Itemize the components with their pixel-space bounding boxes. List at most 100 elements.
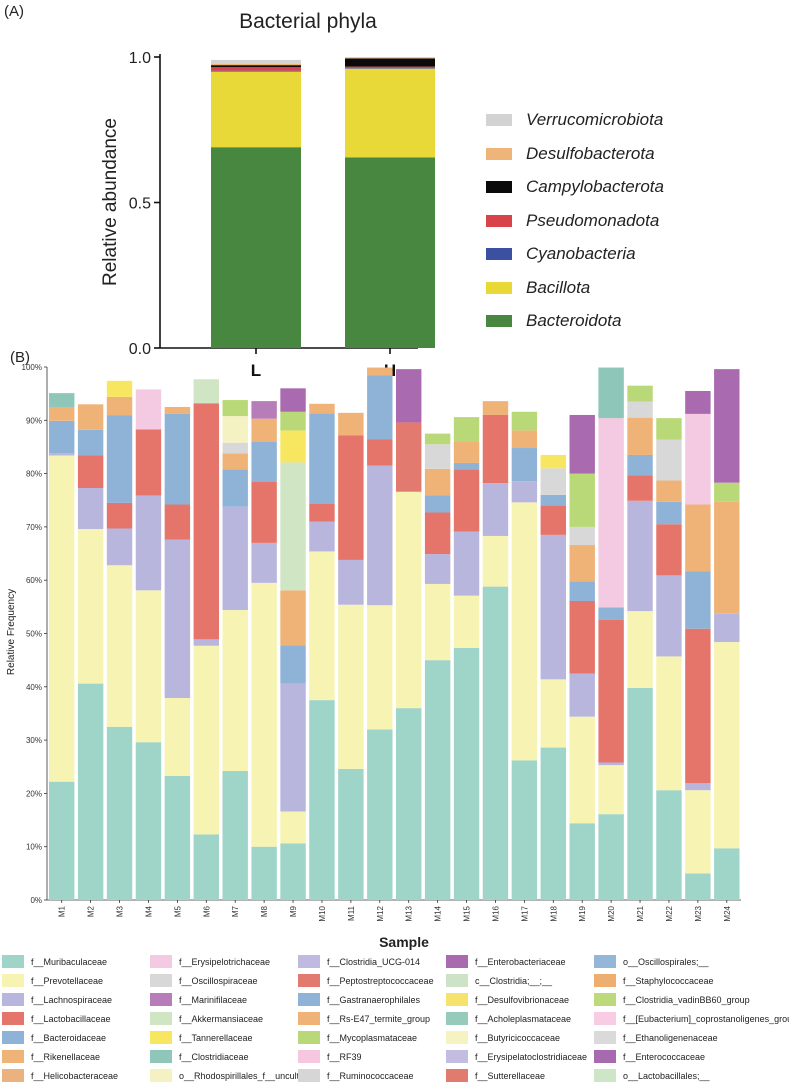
chart-b-bar-m3-f-lachnospiraceae	[106, 528, 133, 566]
legend-swatch	[446, 1069, 468, 1082]
chart-b-bar-m19-f-mycoplasmataceae	[569, 473, 595, 527]
chart-b-bar-m2-f-lachnospiraceae	[77, 487, 104, 530]
legend-label: f__Staphylococcaceae	[623, 975, 714, 986]
legend-label: f__[Eubacterium]_coprostanoligenes_group	[623, 1013, 789, 1024]
chart-b-bar-m3-f-prevotellaceae	[106, 565, 133, 727]
chart-b-bar-m10-f-muribaculaceae	[309, 700, 335, 900]
legend-swatch	[150, 974, 172, 987]
chart-b-legend-item: f__Enterobacteriaceae	[446, 955, 566, 968]
chart-b-legend-item: f__Sutterellaceae	[446, 1069, 545, 1082]
chart-b-bar-m5-f-muribaculaceae	[164, 775, 191, 900]
legend-swatch	[298, 1050, 320, 1063]
chart-b-bar-m19-f-lachnospiraceae	[569, 673, 595, 717]
chart-b-bar-m22-f-prevotellaceae	[656, 656, 682, 791]
chart-b-bar-m17-f-lachnospiraceae	[511, 481, 538, 503]
legend-label: f__Ruminococcaceae	[327, 1070, 414, 1081]
legend-label: Desulfobacterota	[526, 143, 655, 163]
chart-b-bar-m7-f-mycoplasmataceae	[222, 400, 248, 417]
chart-b-bar-m1-f-prevotellaceae	[49, 455, 75, 782]
chart-b-bar-m2-f-prevotellaceae	[77, 529, 104, 684]
chart-a-bar-h-desulfobacterota	[345, 57, 435, 59]
legend-swatch	[594, 1050, 616, 1063]
chart-b-legend-item: f__Ethanoligenenaceae	[594, 1031, 718, 1044]
chart-b-bar-m7-f-muribaculaceae	[222, 771, 248, 900]
chart-b-bar-m7-f-prevotellaceae	[222, 610, 248, 772]
chart-b-bar-m5-f-lachnospiraceae	[164, 539, 191, 698]
chart-b-xlabel: Sample	[379, 934, 429, 950]
legend-label: Cyanobacteria	[526, 244, 636, 263]
chart-b-bar-m18-f-muribaculaceae	[540, 747, 566, 900]
chart-b-bar-m19-f-oscillospiraceae	[569, 526, 595, 546]
legend-label: f__RF39	[327, 1051, 362, 1062]
chart-b-bar-m1-f-clostridiaceae	[49, 393, 75, 407]
chart-b-legend-item: f__Desulfovibrionaceae	[446, 993, 569, 1006]
chart-b-bar-m12-f-muribaculaceae	[367, 729, 393, 900]
legend-label: f__Helicobacteraceae	[31, 1070, 119, 1081]
chart-b-xtick-label: M12	[376, 905, 385, 921]
chart-b-bar-m12-f-lachnospiraceae	[367, 465, 393, 606]
legend-swatch	[298, 1012, 320, 1025]
chart-b-bar-m8-f-lachnospiraceae	[251, 542, 277, 583]
chart-b-bar-m2-f-bacteroidaceae	[77, 429, 104, 456]
chart-b-ytick-label: 0%	[30, 896, 42, 905]
chart-b-bar-m13-f-peptostreptococcaceae	[396, 422, 422, 492]
legend-swatch	[446, 993, 468, 1006]
chart-b-xtick-label: M23	[694, 905, 703, 921]
chart-b-legend-item: f__Butyricicoccaceae	[446, 1031, 560, 1044]
chart-b-bar-m15-f-lactobacillaceae	[453, 469, 480, 532]
legend-swatch	[298, 974, 320, 987]
chart-b-xtick-label: M22	[665, 905, 674, 921]
chart-a-title: Bacterial phyla	[239, 10, 377, 33]
chart-b-bar-m5-f-bacteroidaceae	[164, 413, 191, 505]
panel-a-label: (A)	[4, 3, 24, 20]
chart-b-bar-m21-f-muribaculaceae	[627, 687, 653, 900]
chart-b-bar-m10-f-bacteroidaceae	[309, 413, 335, 504]
legend-label: f__Lactobacillaceae	[31, 1013, 111, 1024]
chart-b-legend-item: f__Helicobacteraceae	[2, 1069, 118, 1082]
legend-swatch	[486, 248, 512, 260]
legend-swatch	[150, 1031, 172, 1044]
legend-swatch	[594, 955, 616, 968]
chart-b-bar-m22-f-lachnospiraceae	[656, 575, 682, 657]
chart-a-bar-l-desulfobacterota	[211, 63, 301, 66]
chart-b-xtick-label: M10	[318, 905, 327, 921]
chart-b-legend-item: f__Marinifilaceae	[150, 993, 247, 1006]
legend-swatch	[594, 1031, 616, 1044]
chart-a-ylabel: Relative abundance	[100, 118, 121, 286]
chart-b-legend-item: o__Oscillospirales;__	[594, 955, 709, 968]
chart-b-bar-m11-f-prevotellaceae	[338, 604, 364, 769]
chart-b-bar-m19-f-lactobacillaceae	[569, 600, 595, 674]
legend-swatch	[150, 955, 172, 968]
chart-b-legend-item: c__Clostridia;__;__	[446, 974, 552, 987]
chart-a-bar-l-cyanobacteria	[211, 70, 301, 72]
legend-swatch	[486, 315, 512, 327]
chart-b-xtick-label: M14	[434, 905, 443, 921]
legend-label: Campylobacterota	[526, 177, 664, 196]
chart-b-bar-m4-f-muribaculaceae	[135, 742, 162, 900]
chart-b-legend-item: f__Lactobacillaceae	[2, 1012, 111, 1025]
legend-label: f__Tannerellaceae	[179, 1032, 253, 1043]
chart-b-bar-m21-f-rikenellaceae	[627, 417, 653, 455]
chart-b-xtick-label: M20	[607, 905, 616, 921]
chart-a-bar-l-verrucomicrobiota	[211, 59, 301, 64]
chart-b-legend-item: o__Rhodospirillales_f__uncultured	[150, 1069, 317, 1082]
chart-b-legend-item: f__Oscillospiraceae	[150, 974, 258, 987]
chart-a-ytick-label: 0.5	[129, 196, 151, 213]
chart-b-bar-m9-f-bacteroidaceae	[280, 645, 306, 684]
chart-b-xtick-label: M16	[491, 905, 500, 921]
legend-swatch	[486, 281, 512, 294]
legend-swatch	[150, 1069, 172, 1082]
chart-b-xtick-label: M7	[231, 905, 240, 917]
chart-a-legend-item: Verrucomicrobiota	[486, 110, 663, 130]
chart-b-xtick-label: M11	[347, 905, 356, 921]
chart-b-xtick-label: M3	[116, 905, 125, 917]
chart-b-bar-m16-f-rikenellaceae	[482, 401, 509, 415]
chart-b-bar-m15-f-muribaculaceae	[453, 647, 480, 900]
chart-b-legend-item: f__RF39	[298, 1050, 362, 1063]
chart-b-bar-m7-f-lachnospiraceae	[222, 506, 248, 611]
chart-b-bar-m7-f-rikenellaceae	[222, 453, 248, 470]
legend-swatch	[298, 955, 320, 968]
legend-swatch	[446, 974, 468, 987]
chart-b-bar-m20-f-lachnospiraceae	[598, 762, 624, 766]
chart-b-bar-m8-f-marinifilaceae	[251, 401, 277, 419]
